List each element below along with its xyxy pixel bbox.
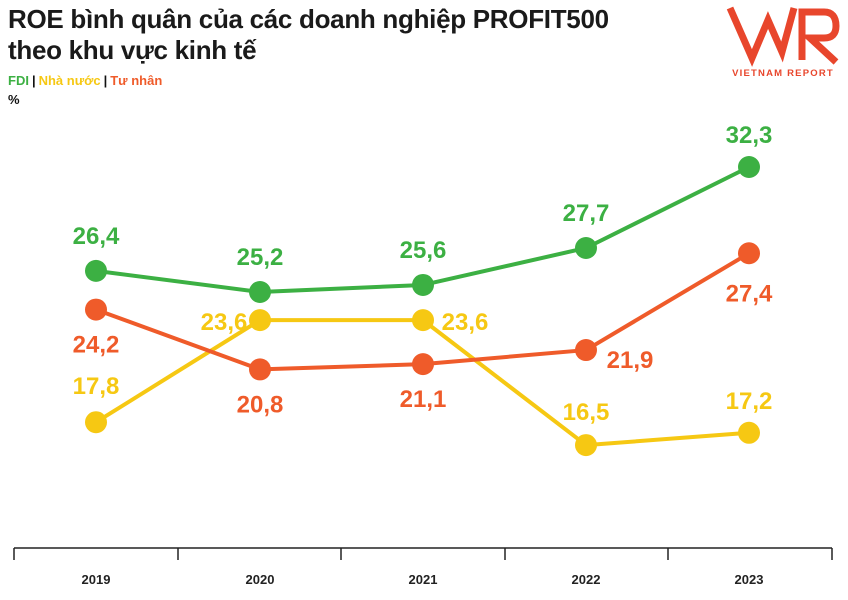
- legend-item-nha-nuoc: Nhà nước: [38, 73, 101, 88]
- data-label: 21,9: [607, 347, 654, 374]
- data-label: 24,2: [73, 332, 120, 359]
- data-label: 17,2: [726, 388, 773, 415]
- data-point: [738, 156, 760, 179]
- x-tick-label: 2019: [82, 572, 111, 587]
- data-point: [738, 242, 760, 265]
- data-label: 27,7: [563, 200, 610, 227]
- series-line-Nhà nước: [94, 318, 750, 448]
- vietnam-report-logo: VIETNAM REPORT: [726, 6, 840, 79]
- data-point: [85, 298, 107, 321]
- series-points: [85, 156, 760, 457]
- x-tick-label: 2022: [572, 572, 601, 587]
- legend-separator: |: [103, 73, 108, 88]
- legend-separator: |: [31, 73, 36, 88]
- chart-title-line-2: theo khu vực kinh tế: [8, 35, 257, 65]
- x-axis: 2019 2020 2021 2022 2023: [13, 547, 833, 587]
- data-label: 23,6: [201, 309, 248, 336]
- chart-title-line-1: ROE bình quân của các doanh nghiệp PROFI…: [8, 4, 609, 34]
- x-tick-label: 2020: [246, 572, 275, 587]
- chart-title: ROE bình quân của các doanh nghiệp PROFI…: [8, 4, 609, 66]
- legend-item-tu-nhan: Tư nhân: [110, 73, 163, 88]
- data-point: [412, 309, 434, 332]
- data-point: [249, 280, 271, 303]
- x-tick-label: 2021: [409, 572, 438, 587]
- data-label: 17,8: [73, 373, 120, 400]
- x-tick-label: 2023: [735, 572, 764, 587]
- data-label: 25,2: [237, 244, 284, 271]
- data-point: [412, 273, 434, 296]
- data-label: 20,8: [237, 391, 284, 418]
- data-point: [575, 434, 597, 457]
- vnr-logo-mark: [726, 6, 840, 67]
- data-point: [575, 236, 597, 259]
- data-label: 26,4: [73, 223, 120, 250]
- data-point: [412, 353, 434, 376]
- legend-item-fdi: FDI: [8, 73, 29, 88]
- y-unit-label: %: [8, 92, 20, 107]
- data-label: 32,3: [726, 122, 773, 149]
- data-label: 16,5: [563, 399, 610, 426]
- data-label: 27,4: [726, 280, 773, 307]
- data-point: [738, 421, 760, 444]
- data-point: [249, 358, 271, 381]
- data-label: 21,1: [400, 386, 447, 413]
- series-line-FDI: [95, 165, 750, 294]
- data-label: 25,6: [400, 237, 447, 264]
- data-point: [249, 309, 271, 332]
- data-labels: 26,4 25,2 25,6 27,7 32,3 17,8 23,6 23,6 16,5 17,2…: [73, 122, 773, 426]
- legend: FDI | Nhà nước | Tư nhân: [8, 73, 162, 88]
- data-point: [85, 259, 107, 282]
- data-point: [85, 411, 107, 434]
- logo-wordmark: VIETNAM REPORT: [732, 68, 834, 79]
- data-point: [575, 339, 597, 362]
- data-label: 23,6: [442, 309, 489, 336]
